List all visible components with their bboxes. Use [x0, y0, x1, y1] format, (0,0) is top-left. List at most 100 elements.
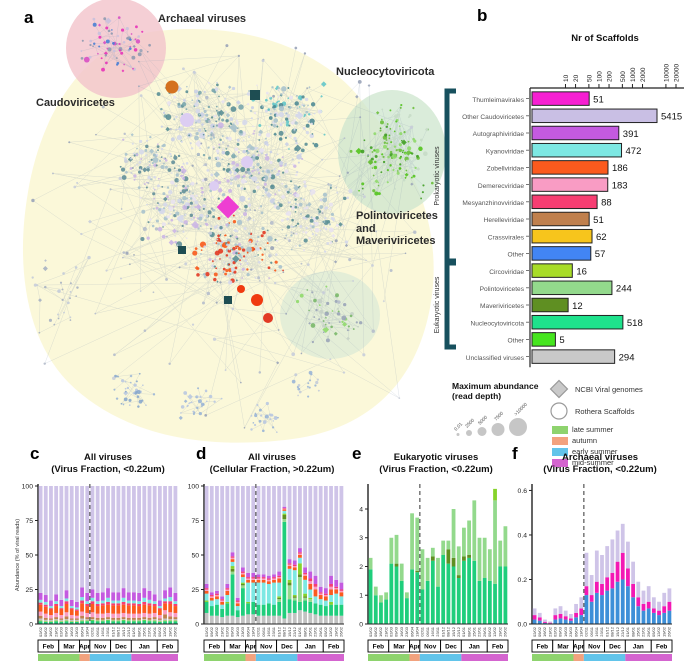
stack-seg-circoviridae	[329, 601, 333, 605]
stack-seg-magenta	[657, 610, 661, 616]
date-tick-label: 16/11	[100, 626, 105, 636]
stack-seg-mesyanzhinovviridae	[313, 583, 318, 587]
stack-seg-nucleocytoviricota	[493, 583, 497, 624]
stack-seg-kyanoviridae	[215, 599, 219, 605]
stack-seg-magenta	[605, 577, 610, 591]
stack-seg-demerecviridae	[277, 577, 282, 579]
stack-seg-circoviridae	[43, 621, 48, 622]
stack-seg-polintoviricetes	[303, 597, 308, 601]
stack-seg-remainder	[43, 486, 48, 596]
stack-seg-lavender	[563, 610, 568, 617]
date-tick-label: 16/11	[266, 626, 271, 636]
month-label: Nov	[588, 644, 601, 651]
stack-seg-autographiviridae	[230, 552, 235, 557]
stack-seg-nucleocytoviricota	[215, 604, 219, 616]
season-band-segment	[409, 654, 420, 661]
stack-seg-kyanoviridae	[157, 606, 162, 609]
stack-seg-autographiviridae	[339, 582, 344, 590]
stack-seg-mesyanzhinovviridae	[303, 572, 308, 575]
stack-seg-kyanoviridae	[225, 595, 230, 602]
stack-seg-magenta	[600, 583, 604, 596]
season-band-segment	[79, 654, 90, 661]
stack-seg-maveriviricetes	[394, 563, 399, 567]
y-tick-label: 0.0	[518, 621, 528, 628]
stack-seg-mesyanzhinovviridae	[126, 603, 131, 606]
stack-seg-zobellviridae	[308, 583, 313, 590]
stack-seg-zobellviridae	[204, 590, 209, 594]
month-label: Apr	[79, 644, 91, 651]
month-box	[156, 639, 179, 653]
stack-seg-zobellviridae	[152, 606, 157, 613]
stack-seg-herelleviridae	[49, 618, 53, 620]
stack-seg-circoviridae	[121, 619, 126, 621]
stack-seg-blue	[553, 619, 558, 624]
stack-seg-magenta	[537, 617, 542, 621]
stack-seg-polintoviricetes	[277, 599, 282, 602]
stack-seg-mesyanzhinovviridae	[251, 577, 256, 579]
stack-seg-demerecviridae	[43, 613, 48, 618]
stack-seg-circoviridae	[49, 621, 53, 622]
month-label: Jan	[469, 644, 480, 651]
stack-seg-lavender	[636, 581, 641, 598]
date-tick-label: 26/02	[667, 626, 672, 637]
month-label: Apr	[409, 644, 421, 651]
stack-seg-kyanoviridae	[142, 597, 147, 602]
scaffold-chart-title: Nr of Scaffolds	[571, 33, 639, 44]
stack-seg-nucleocytoviricota	[467, 557, 472, 624]
stack-seg-mesyanzhinovviridae	[121, 601, 126, 605]
stack-seg-kyanoviridae	[292, 570, 297, 596]
stack-seg-lavender	[553, 608, 558, 616]
stack-seg-circoviridae	[106, 619, 110, 621]
stack-seg-nucleocytoviricota	[157, 621, 162, 624]
stack-seg-demerecviridae	[137, 613, 142, 618]
stack-seg-herelleviridae	[126, 617, 131, 620]
value-label: 244	[616, 284, 632, 295]
late-summer-label: late summer	[572, 425, 614, 434]
stack-seg-magenta	[626, 568, 630, 587]
stack-seg-polintoviricetes	[230, 571, 235, 575]
stack-seg-circoviridae	[163, 620, 167, 622]
stack-seg-mesyanzhinovviridae	[329, 583, 333, 587]
stack-seg-nucleocytoviricota	[152, 621, 157, 624]
value-label: 391	[623, 129, 639, 140]
stack-seg-demerecviridae	[298, 553, 302, 555]
stack-seg-demerecviridae	[246, 578, 250, 580]
stack-seg-remainder	[54, 486, 59, 595]
stack-seg-polintoviricetes	[467, 520, 472, 555]
stack-seg-remainder	[59, 486, 64, 600]
stack-seg-circoviridae	[137, 620, 142, 622]
date-tick-label: 08/01	[136, 626, 141, 637]
stack-seg-nucleocytoviricota	[137, 621, 142, 624]
stack-seg-remainder	[220, 486, 225, 597]
stack-seg-kyanoviridae	[209, 600, 214, 607]
month-label: Feb	[328, 644, 339, 651]
stack-seg-kyanoviridae	[69, 606, 74, 609]
date-tick-label: 29/01	[646, 626, 651, 637]
stack-seg-magenta	[568, 618, 573, 621]
stack-seg-magenta	[651, 608, 656, 613]
y-tick-label: 75	[191, 518, 199, 525]
notable-node	[178, 246, 186, 254]
stack-seg-remainder	[121, 486, 126, 589]
stack-seg-nucleocytoviricota	[204, 601, 209, 613]
date-tick-label: 13/04	[414, 626, 419, 637]
stack-seg-unclassified	[69, 619, 74, 622]
date-tick-label: 05/02	[487, 626, 492, 637]
stack-seg-nucleocytoviricota	[420, 589, 425, 624]
stack-seg-kyanoviridae	[173, 601, 178, 604]
stack-seg-demerecviridae	[339, 590, 344, 593]
stack-seg-mesyanzhinovviridae	[215, 593, 219, 596]
stack-seg-unclassified	[121, 619, 126, 620]
bar-mesyanzhinovviridae	[531, 194, 598, 210]
stack-seg-demerecviridae	[106, 612, 110, 618]
stack-seg-remainder	[339, 486, 344, 583]
time-panel-f-svg: 0.00.20.40.602/02 09/02 16/02 23/02 02/03 09/…	[518, 484, 673, 661]
date-tick-label: 16/03	[69, 626, 74, 637]
stack-seg-autographiviridae	[126, 592, 131, 601]
stack-seg-nucleocytoviricota	[323, 606, 328, 616]
stack-seg-blue	[605, 590, 610, 624]
stack-seg-polintoviricetes	[282, 519, 287, 522]
stack-seg-herelleviridae	[142, 617, 147, 620]
stack-seg-unclassified	[142, 619, 147, 620]
stack-seg-demerecviridae	[116, 613, 121, 618]
